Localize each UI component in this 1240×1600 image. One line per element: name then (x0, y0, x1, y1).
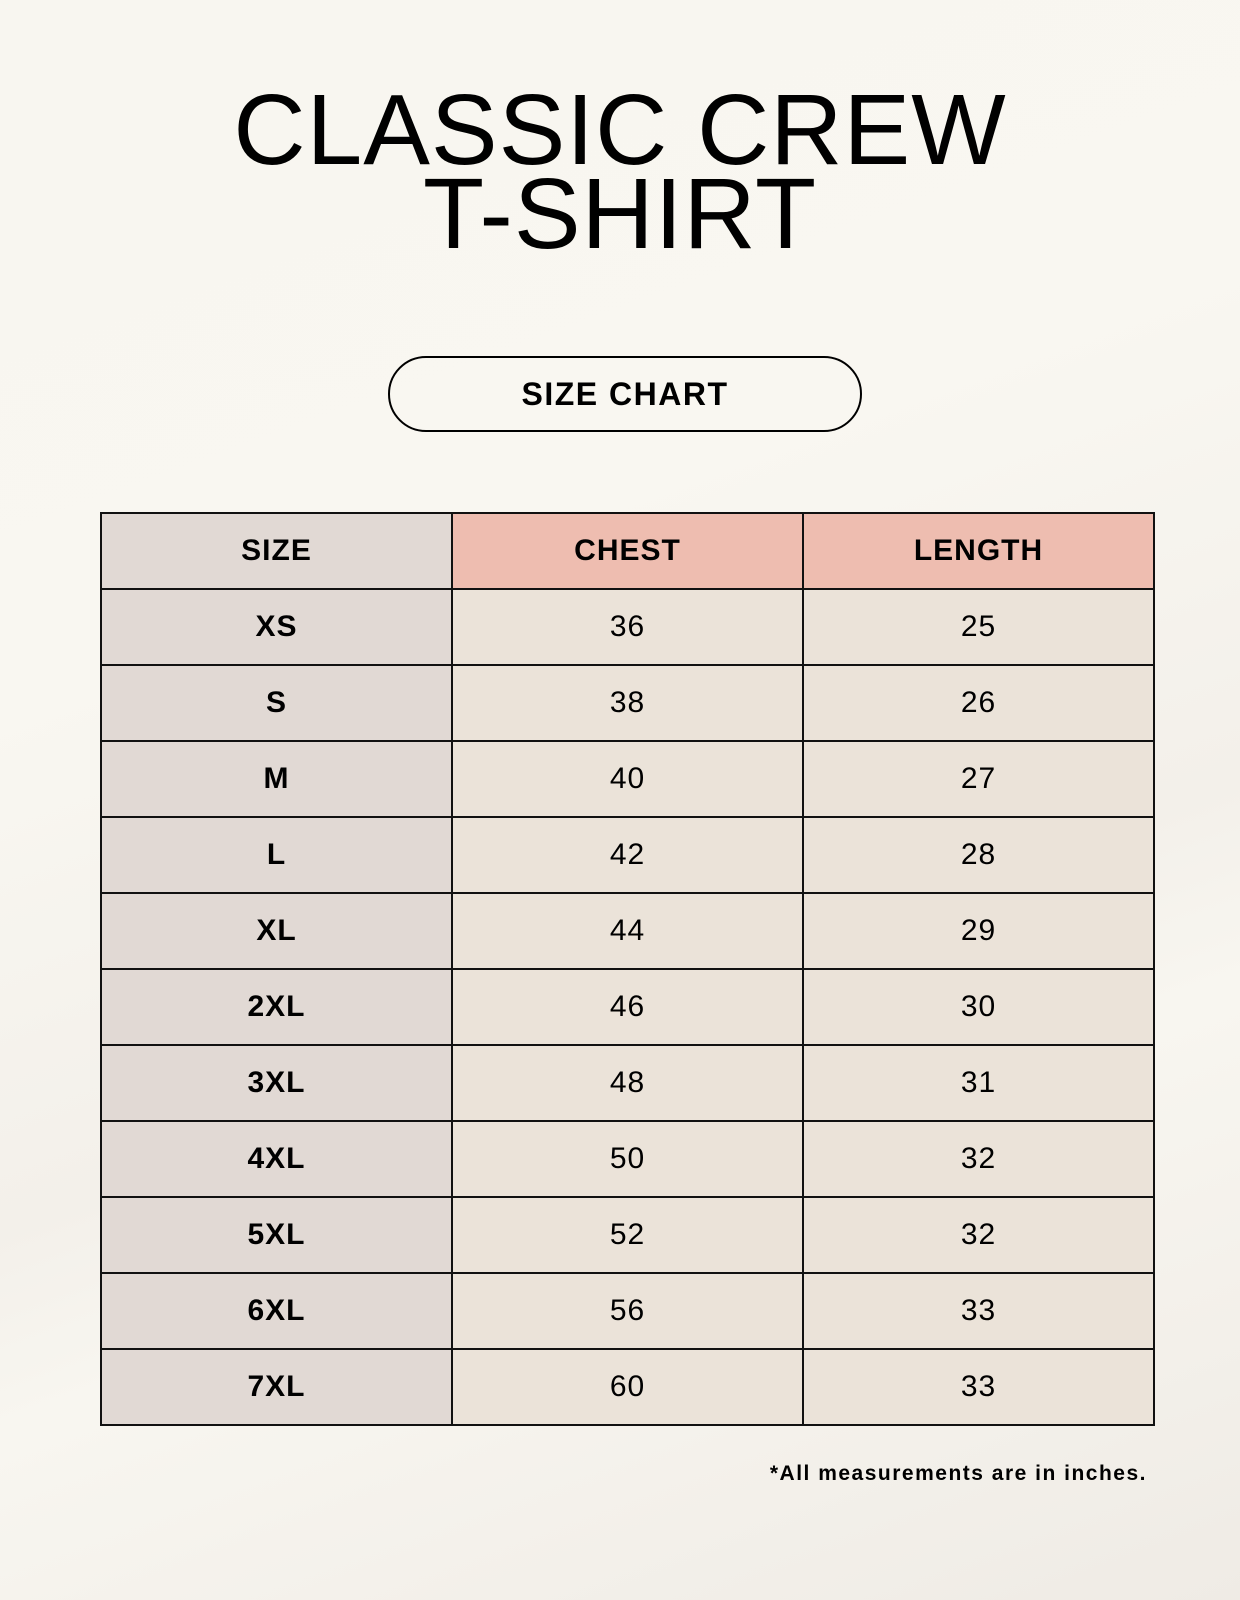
cell-length: 28 (802, 816, 1155, 894)
cell-size: M (100, 740, 453, 818)
cell-size: 7XL (100, 1348, 453, 1426)
cell-length: 27 (802, 740, 1155, 818)
cell-chest: 60 (451, 1348, 804, 1426)
table-row: 5XL 52 32 (100, 1196, 1155, 1274)
table-row: 6XL 56 33 (100, 1272, 1155, 1350)
header-chest: CHEST (451, 512, 804, 590)
cell-size: 4XL (100, 1120, 453, 1198)
header-size: SIZE (100, 512, 453, 590)
cell-chest: 44 (451, 892, 804, 970)
size-chart-badge: SIZE CHART (388, 356, 862, 432)
cell-size: 5XL (100, 1196, 453, 1274)
cell-chest: 36 (451, 588, 804, 666)
cell-size: L (100, 816, 453, 894)
table-row: 3XL 48 31 (100, 1044, 1155, 1122)
cell-chest: 48 (451, 1044, 804, 1122)
cell-chest: 40 (451, 740, 804, 818)
cell-chest: 56 (451, 1272, 804, 1350)
cell-size: S (100, 664, 453, 742)
table-row: 2XL 46 30 (100, 968, 1155, 1046)
cell-length: 32 (802, 1120, 1155, 1198)
table-row: XL 44 29 (100, 892, 1155, 970)
title-line-1: CLASSIC CREW (233, 74, 1007, 186)
table-header-row: SIZE CHEST LENGTH (100, 512, 1155, 590)
table-row: S 38 26 (100, 664, 1155, 742)
cell-length: 32 (802, 1196, 1155, 1274)
cell-chest: 52 (451, 1196, 804, 1274)
cell-size: 3XL (100, 1044, 453, 1122)
cell-chest: 50 (451, 1120, 804, 1198)
size-table: SIZE CHEST LENGTH XS 36 25 S 38 26 M 40 27 L 42 28 X… (100, 512, 1155, 1426)
table-row: 4XL 50 32 (100, 1120, 1155, 1198)
cell-size: 6XL (100, 1272, 453, 1350)
cell-length: 29 (802, 892, 1155, 970)
cell-length: 33 (802, 1272, 1155, 1350)
cell-size: XL (100, 892, 453, 970)
cell-length: 30 (802, 968, 1155, 1046)
cell-length: 33 (802, 1348, 1155, 1426)
cell-size: 2XL (100, 968, 453, 1046)
footnote: *All measurements are in inches. (769, 1462, 1147, 1485)
table-row: L 42 28 (100, 816, 1155, 894)
page-title: CLASSIC CREW T-SHIRT (0, 74, 1240, 270)
table-row: XS 36 25 (100, 588, 1155, 666)
header-length: LENGTH (802, 512, 1155, 590)
cell-chest: 38 (451, 664, 804, 742)
cell-length: 26 (802, 664, 1155, 742)
cell-size: XS (100, 588, 453, 666)
table-row: 7XL 60 33 (100, 1348, 1155, 1426)
table-row: M 40 27 (100, 740, 1155, 818)
cell-chest: 42 (451, 816, 804, 894)
title-line-2: T-SHIRT (422, 158, 818, 270)
cell-length: 25 (802, 588, 1155, 666)
cell-chest: 46 (451, 968, 804, 1046)
cell-length: 31 (802, 1044, 1155, 1122)
